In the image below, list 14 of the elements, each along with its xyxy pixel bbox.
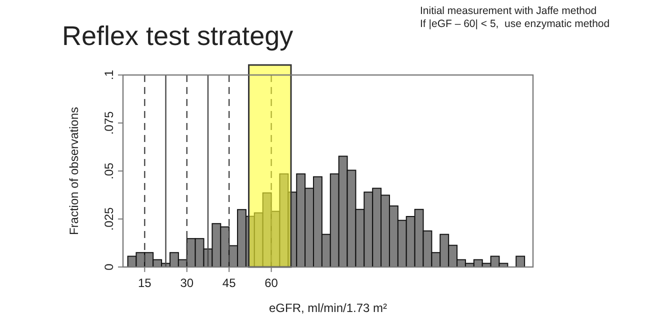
y-tick-label: .025 <box>102 207 116 231</box>
x-axis-title: eGFR, ml/min/1.73 m² <box>268 301 388 315</box>
x-tick-label: 45 <box>222 276 236 290</box>
y-axis-title: Fraction of observations <box>67 106 81 236</box>
text: If |eGF – 60| < 5, use enzymatic method <box>420 18 610 30</box>
chart-title: Reflex test strategy <box>62 21 294 51</box>
text: Initial measurement with Jaffe method <box>420 5 597 17</box>
x-tick-label: 30 <box>180 276 194 290</box>
y-tick-label: .1 <box>102 70 116 80</box>
x-tick-label: 60 <box>264 276 278 290</box>
y-tick-label: 0 <box>102 263 116 270</box>
x-tick-label: 15 <box>138 276 152 290</box>
y-tick-label: .05 <box>102 162 116 180</box>
y-tick-label: .075 <box>102 111 116 135</box>
